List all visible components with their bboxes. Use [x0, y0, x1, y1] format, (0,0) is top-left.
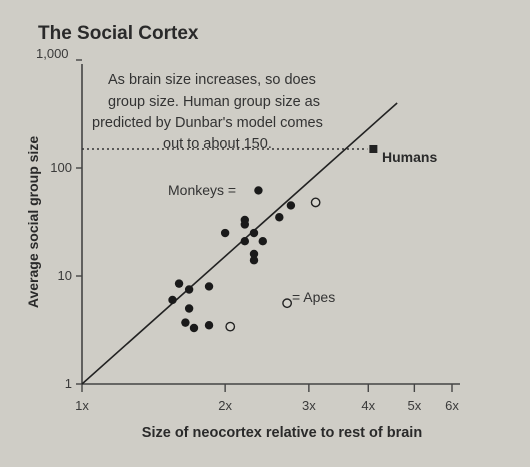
legend-apes-marker — [282, 298, 293, 309]
monkeys-point-10 — [240, 215, 250, 225]
x-tick-label-1: 2x — [218, 398, 232, 413]
monkeys-point-0 — [168, 295, 177, 305]
legend-apes-label: = Apes — [292, 289, 335, 305]
monkeys-point-16 — [275, 213, 284, 222]
x-tick-label-0: 1x — [75, 398, 89, 413]
apes-point-0 — [225, 321, 236, 332]
annotation-line-2: group size. Human group size as — [108, 94, 320, 110]
chart-title: The Social Cortex — [38, 23, 199, 44]
monkeys-point-17 — [286, 201, 296, 210]
monkeys-point-7 — [204, 282, 214, 291]
monkeys-point-1 — [174, 279, 184, 288]
annotation-line-4: out to about 150. — [163, 136, 272, 152]
legend-monkeys-marker — [254, 186, 263, 195]
annotation-text: As brain size increases, so does group s… — [92, 72, 327, 152]
monkeys-point-8 — [220, 228, 230, 238]
apes-point-1 — [310, 197, 321, 208]
monkeys-point-6 — [204, 321, 214, 330]
x-tick-label-2: 3x — [302, 398, 316, 413]
monkeys-point-12 — [249, 228, 259, 238]
monkeys-point-11 — [240, 237, 250, 246]
monkeys-point-4 — [181, 318, 190, 327]
monkeys-point-13 — [249, 249, 259, 259]
trend-line — [81, 102, 398, 385]
y-tick-label-1: 10 — [58, 268, 72, 283]
monkeys-point-3 — [184, 304, 194, 313]
annotation-line-3: predicted by Dunbar's model comes — [92, 115, 323, 131]
monkeys-point-14 — [249, 256, 259, 265]
y-axis-label: Average social group size — [25, 136, 41, 308]
x-tick-label-5: 6x — [445, 398, 459, 413]
y-tick-label-3: 1,000 — [36, 46, 69, 61]
humans-label: Humans — [382, 149, 437, 165]
legend-monkeys-label: Monkeys = — [168, 182, 236, 198]
monkeys-point-5 — [189, 323, 199, 333]
x-tick-label-4: 5x — [407, 398, 421, 413]
y-tick-label-0: 1 — [65, 376, 72, 391]
humans-marker — [369, 144, 378, 153]
monkeys-point-15 — [258, 237, 267, 246]
chart-marks: 1 10 100 1,000 1x 2x 3x 4x 5x 6x — [36, 46, 459, 413]
annotation-line-1: As brain size increases, so does — [108, 72, 316, 88]
monkeys-point-2 — [184, 285, 194, 294]
x-tick-label-3: 4x — [361, 398, 375, 413]
y-tick-label-2: 100 — [50, 160, 72, 175]
x-axis-label: Size of neocortex relative to rest of br… — [142, 425, 422, 441]
